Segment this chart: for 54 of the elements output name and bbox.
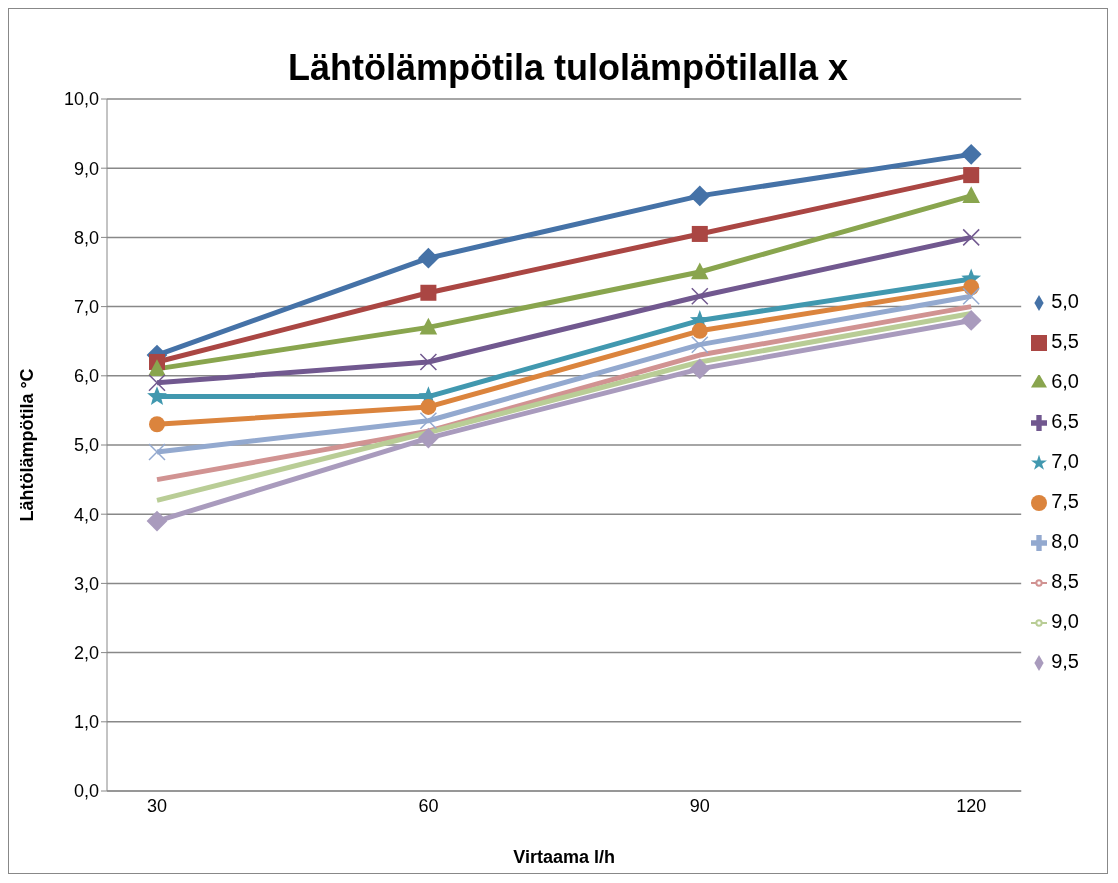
point bbox=[420, 398, 437, 415]
y-tick-label: 8,0 bbox=[73, 227, 99, 248]
point bbox=[691, 322, 708, 339]
y-tick-label: 10,0 bbox=[63, 89, 99, 110]
point bbox=[148, 443, 166, 461]
legend-label: 5,0 bbox=[1051, 290, 1079, 312]
point bbox=[419, 412, 438, 430]
y-tick-label: 3,0 bbox=[73, 573, 99, 594]
point bbox=[420, 284, 437, 301]
x-tick-label: 90 bbox=[689, 795, 710, 816]
legend-label: 8,0 bbox=[1051, 530, 1079, 552]
y-tick-label: 2,0 bbox=[73, 642, 99, 663]
y-tick-label: 0,0 bbox=[73, 781, 99, 802]
legend-label: 8,5 bbox=[1051, 570, 1079, 592]
point bbox=[960, 143, 982, 165]
point bbox=[419, 317, 438, 335]
legend-label: 6,5 bbox=[1051, 410, 1079, 432]
point bbox=[148, 373, 166, 392]
x-tick-label: 30 bbox=[146, 795, 168, 816]
point bbox=[962, 287, 980, 305]
legend-label: 6,0 bbox=[1051, 370, 1079, 392]
y-tick-label: 9,0 bbox=[73, 158, 99, 179]
point bbox=[149, 416, 165, 433]
legend-label: 9,5 bbox=[1051, 650, 1079, 672]
y-tick-label: 5,0 bbox=[73, 435, 99, 456]
point bbox=[691, 335, 709, 354]
point bbox=[146, 510, 168, 532]
legend-label: 7,5 bbox=[1051, 490, 1079, 512]
point bbox=[963, 167, 980, 184]
point bbox=[962, 186, 980, 204]
x-tick-label: 60 bbox=[418, 795, 439, 816]
y-tick-label: 1,0 bbox=[73, 712, 99, 733]
y-tick-label: 7,0 bbox=[73, 296, 99, 317]
point bbox=[147, 386, 167, 405]
y-tick-label: 4,0 bbox=[73, 504, 99, 525]
chart-title: Lähtölämpötila tulolämpötilalla x bbox=[286, 47, 850, 90]
point bbox=[148, 359, 166, 377]
point bbox=[690, 262, 709, 280]
legend-label: 7,0 bbox=[1051, 450, 1079, 472]
point bbox=[418, 247, 439, 269]
point bbox=[418, 427, 439, 449]
x-tick-label: 120 bbox=[956, 795, 987, 816]
point bbox=[419, 353, 438, 371]
point bbox=[962, 228, 980, 247]
point bbox=[689, 358, 711, 380]
y-axis-title: Lähtölämpötila °C bbox=[17, 368, 38, 522]
point bbox=[691, 287, 709, 305]
point bbox=[689, 185, 711, 207]
y-tick-label: 6,0 bbox=[73, 366, 99, 387]
point bbox=[691, 225, 708, 242]
legend-label: 5,5 bbox=[1051, 330, 1079, 352]
point bbox=[960, 310, 982, 331]
x-axis-title: Virtaama l/h bbox=[513, 847, 615, 867]
legend-label: 9,0 bbox=[1051, 610, 1079, 632]
